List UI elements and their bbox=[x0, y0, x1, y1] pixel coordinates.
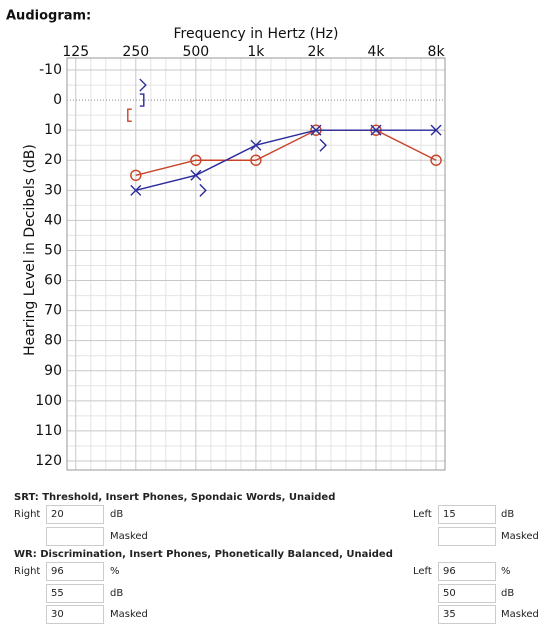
series-line bbox=[135, 129, 437, 176]
x-tick-label: 500 bbox=[182, 44, 209, 60]
marker-x bbox=[250, 139, 262, 151]
data-point bbox=[139, 93, 145, 107]
marker-x bbox=[310, 124, 322, 136]
section-heading: WR: Discrimination, Insert Phones, Phone… bbox=[14, 549, 393, 560]
input-field[interactable]: 30 bbox=[46, 605, 104, 624]
unit-label: Masked bbox=[110, 530, 148, 542]
unit-label: dB bbox=[501, 587, 515, 599]
input-field[interactable]: 96 bbox=[46, 562, 104, 581]
unit-label: % bbox=[501, 566, 511, 577]
series-line bbox=[135, 129, 437, 192]
marker-circle bbox=[130, 169, 142, 181]
y-tick-label: 120 bbox=[35, 453, 62, 469]
input-field[interactable] bbox=[438, 526, 496, 546]
y-tick-label: 90 bbox=[44, 363, 62, 379]
input-field[interactable]: 35 bbox=[438, 605, 496, 624]
marker-bone bbox=[139, 93, 145, 107]
data-point bbox=[127, 108, 132, 122]
x-tick-label: 250 bbox=[122, 44, 149, 60]
side-label: Left bbox=[413, 566, 432, 577]
y-tick-label: 60 bbox=[44, 273, 62, 289]
data-point bbox=[250, 154, 262, 166]
y-tick-label: 30 bbox=[44, 182, 62, 198]
marker-bone bbox=[139, 78, 147, 92]
data-point bbox=[430, 124, 442, 136]
section-heading: SRT: Threshold, Insert Phones, Spondaic … bbox=[14, 492, 336, 503]
x-axis-label: Frequency in Hertz (Hz) bbox=[174, 26, 339, 42]
unit-label: dB bbox=[110, 509, 124, 520]
y-tick-label: 80 bbox=[44, 333, 62, 349]
marker-circle bbox=[430, 154, 442, 166]
x-tick-label: 1k bbox=[247, 44, 265, 60]
input-field[interactable]: 55 bbox=[46, 583, 104, 603]
data-point bbox=[319, 138, 327, 152]
input-field[interactable]: 15 bbox=[438, 505, 496, 524]
y-axis-label: Hearing Level in Decibels (dB) bbox=[22, 144, 38, 356]
unit-label: Masked bbox=[110, 609, 148, 620]
input-field[interactable]: 50 bbox=[438, 583, 496, 603]
input-field[interactable] bbox=[46, 526, 104, 546]
y-tick-label: 40 bbox=[44, 212, 62, 228]
input-field[interactable]: 20 bbox=[46, 505, 104, 524]
x-tick-label: 8k bbox=[428, 44, 446, 60]
y-tick-label: 10 bbox=[44, 122, 62, 138]
y-tick-label: 0 bbox=[53, 92, 62, 108]
data-point bbox=[190, 154, 202, 166]
x-tick-label: 2k bbox=[307, 44, 325, 60]
marker-bone bbox=[127, 108, 132, 122]
marker-x bbox=[190, 169, 202, 181]
unit-label: Masked bbox=[501, 530, 539, 542]
data-point bbox=[130, 169, 142, 181]
y-tick-label: 50 bbox=[44, 242, 62, 258]
chart: Audiogram: Frequency in Hertz (Hz) Heari… bbox=[6, 9, 446, 471]
marker-bone bbox=[319, 138, 327, 152]
data-point bbox=[250, 139, 262, 151]
marker-bone bbox=[199, 183, 207, 197]
data-point bbox=[199, 183, 207, 197]
marker-x bbox=[130, 184, 142, 196]
y-tick-label: 20 bbox=[44, 152, 62, 168]
side-label: Right bbox=[14, 566, 41, 577]
grid bbox=[67, 58, 445, 470]
marker-x bbox=[430, 124, 442, 136]
x-tick-label: 125 bbox=[62, 44, 89, 60]
data-point bbox=[190, 169, 202, 181]
marker-x bbox=[370, 124, 382, 136]
data-point bbox=[310, 124, 322, 136]
unit-label: dB bbox=[110, 587, 124, 599]
y-tick-label: 110 bbox=[35, 423, 62, 439]
unit-label: dB bbox=[501, 509, 515, 520]
y-tick-label: 70 bbox=[44, 303, 62, 319]
y-tick-label: 100 bbox=[35, 393, 62, 409]
input-field[interactable]: 96 bbox=[438, 562, 496, 581]
data-point bbox=[370, 124, 382, 136]
marker-circle bbox=[190, 154, 202, 166]
unit-label: % bbox=[110, 566, 120, 577]
data-point bbox=[130, 184, 142, 196]
side-label: Left bbox=[413, 509, 432, 520]
side-label: Right bbox=[14, 509, 41, 520]
y-tick-label: -10 bbox=[39, 62, 62, 78]
unit-label: Masked bbox=[501, 609, 539, 620]
marker-circle bbox=[250, 154, 262, 166]
plot-frame bbox=[66, 57, 446, 471]
chart-title: Audiogram: bbox=[6, 9, 91, 24]
data-point bbox=[430, 154, 442, 166]
x-tick-label: 4k bbox=[367, 44, 385, 60]
data-point bbox=[139, 78, 147, 92]
